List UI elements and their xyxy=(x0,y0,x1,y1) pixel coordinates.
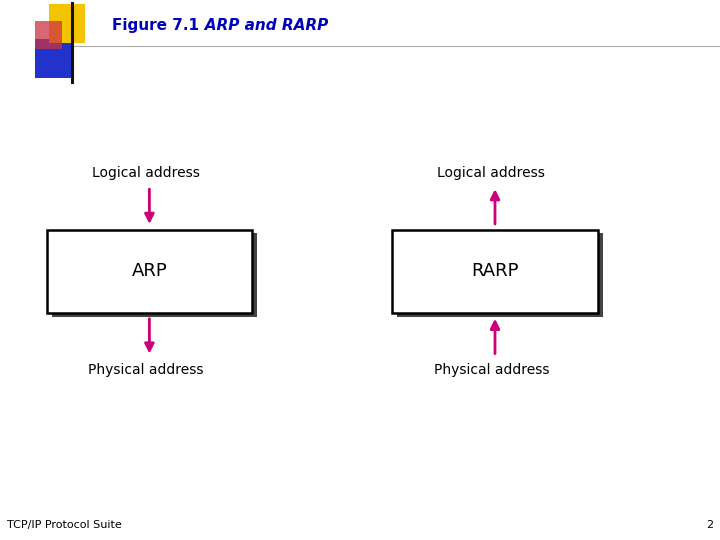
Text: 2: 2 xyxy=(706,520,713,530)
Bar xyxy=(35,21,62,49)
Text: Logical address: Logical address xyxy=(438,166,545,180)
Text: RARP: RARP xyxy=(472,262,518,280)
Bar xyxy=(392,230,598,313)
Text: Physical address: Physical address xyxy=(433,363,549,377)
Text: Physical address: Physical address xyxy=(88,363,204,377)
Bar xyxy=(397,233,603,317)
Text: ARP: ARP xyxy=(132,262,167,280)
Bar xyxy=(52,233,257,317)
Text: ARP and RARP: ARP and RARP xyxy=(189,18,328,33)
Bar xyxy=(47,230,252,313)
Text: Figure 7.1: Figure 7.1 xyxy=(112,18,199,33)
Text: Logical address: Logical address xyxy=(92,166,199,180)
Text: TCP/IP Protocol Suite: TCP/IP Protocol Suite xyxy=(7,520,122,530)
Bar xyxy=(49,4,85,43)
Bar xyxy=(35,39,74,78)
